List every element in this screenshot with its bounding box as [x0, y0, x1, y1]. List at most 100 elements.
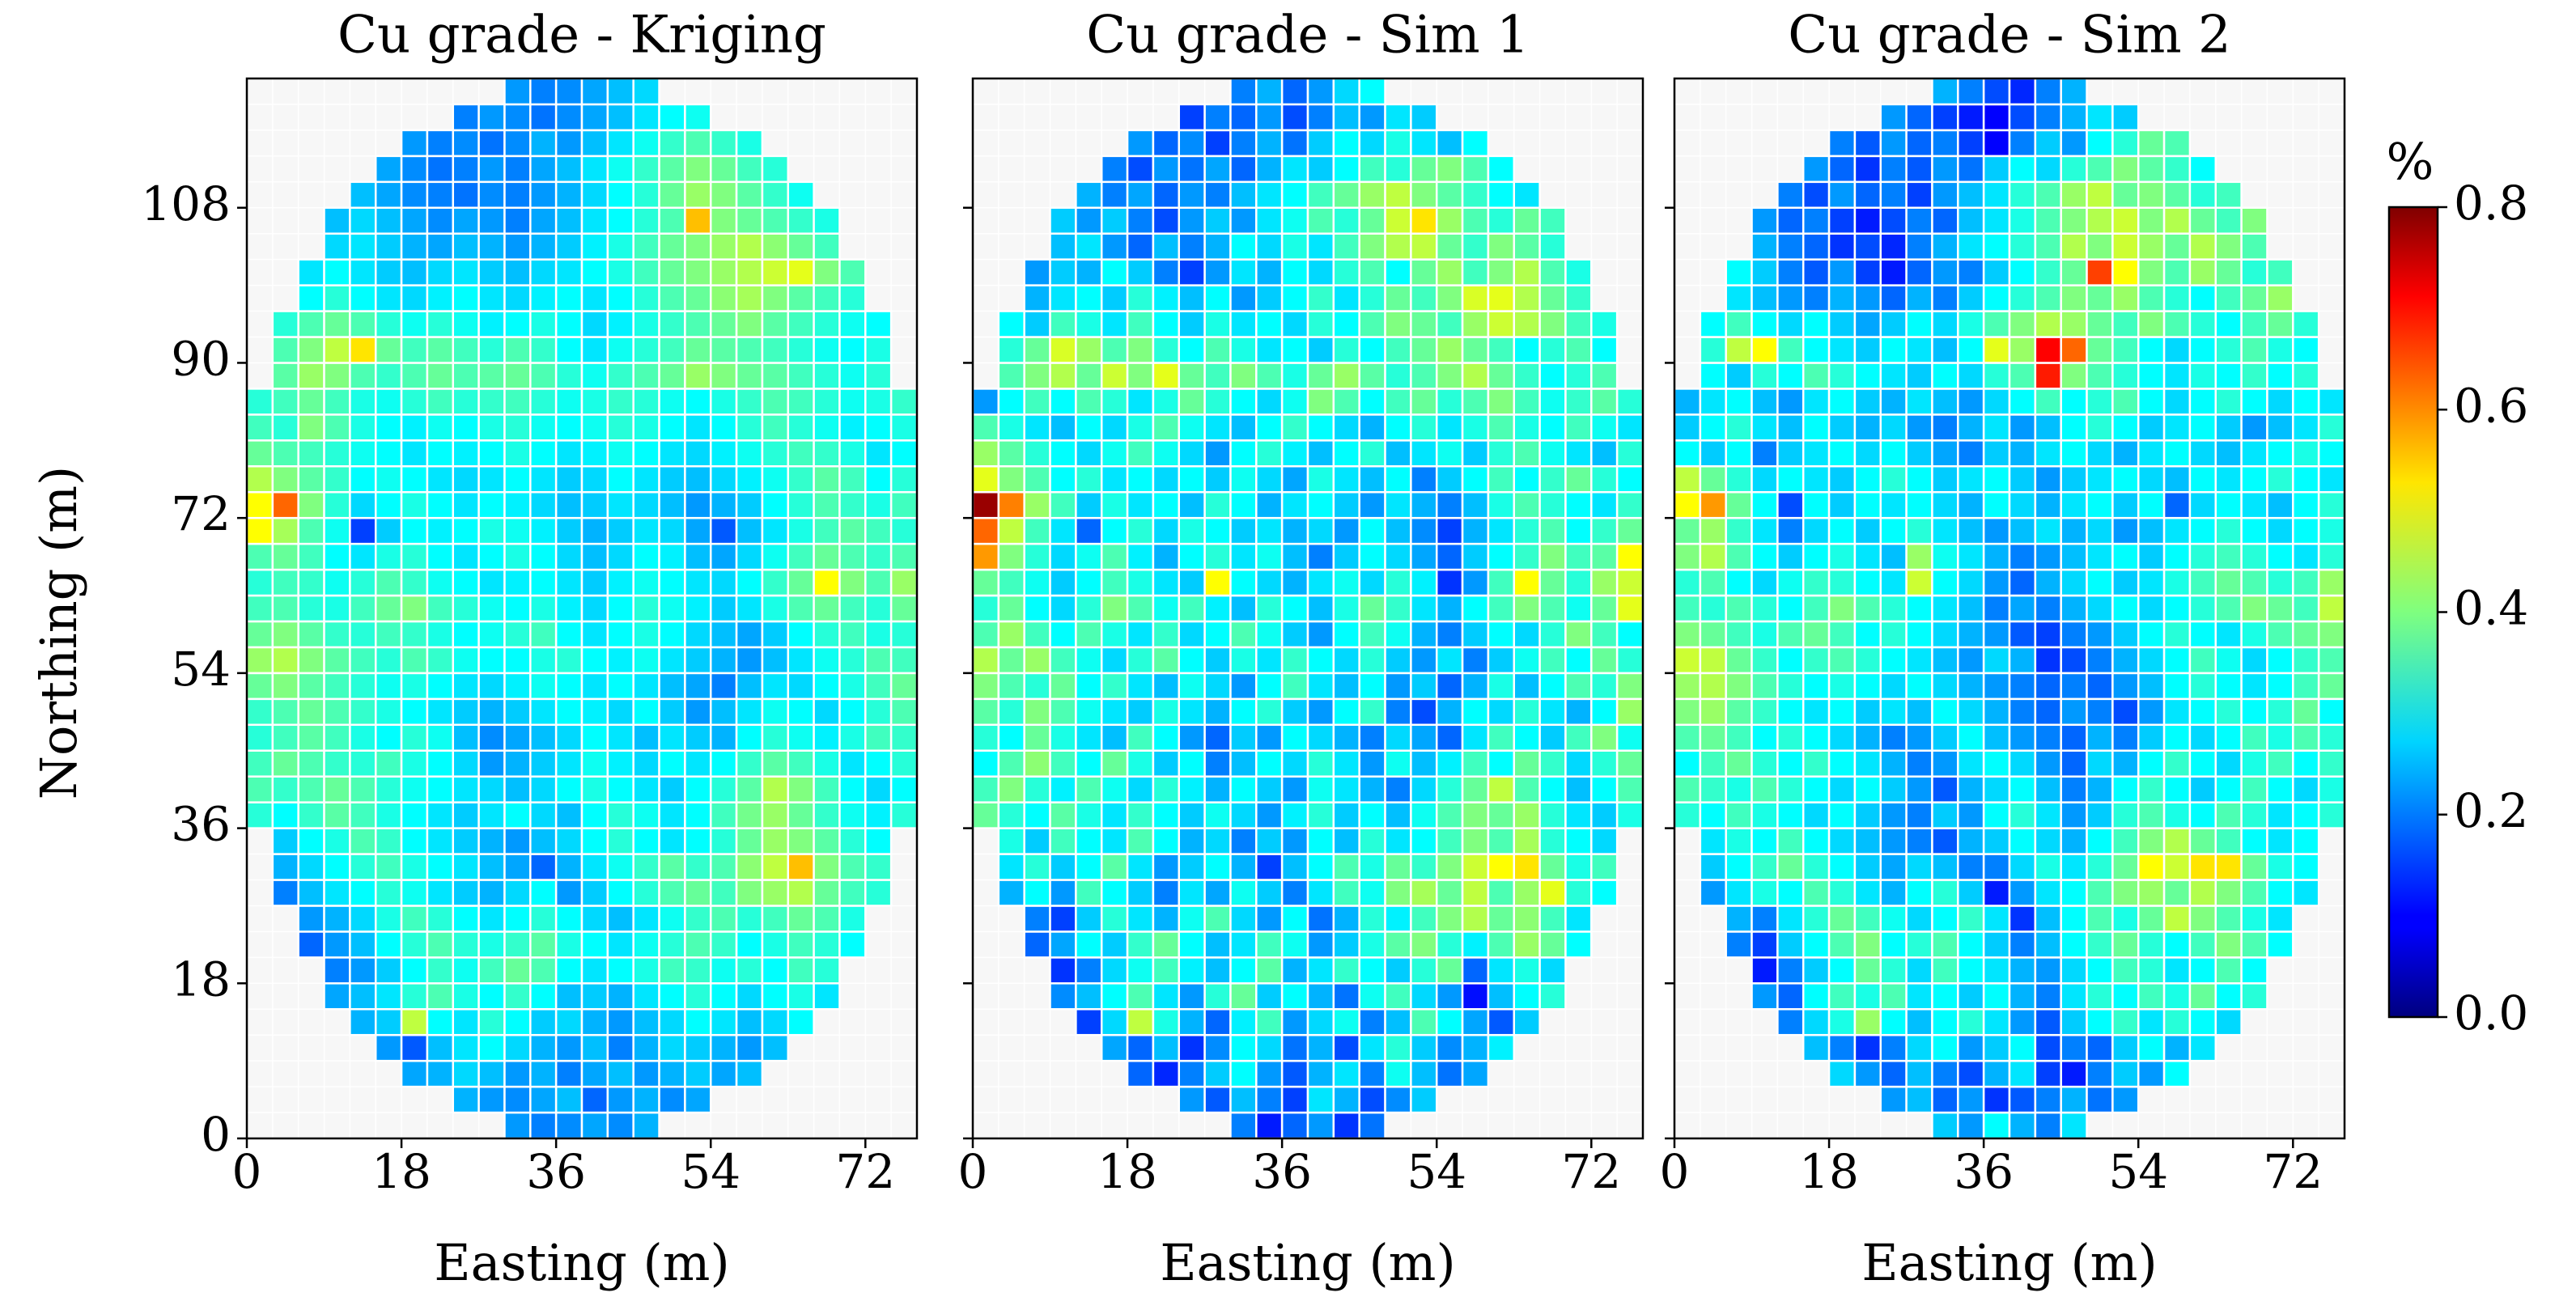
cell	[1332, 620, 1360, 649]
cell	[1982, 439, 2011, 468]
cell	[1152, 465, 1181, 494]
cell	[1075, 516, 1103, 545]
cell	[1075, 697, 1103, 727]
cell	[1905, 568, 1933, 597]
cell	[323, 646, 351, 675]
cell	[1075, 232, 1103, 261]
cell	[1255, 516, 1284, 545]
cell	[554, 1059, 584, 1088]
cell	[1229, 1059, 1258, 1088]
cell	[2162, 568, 2192, 597]
cell	[2060, 258, 2088, 286]
cell	[1126, 568, 1155, 597]
cell	[1075, 620, 1103, 649]
cell	[2034, 646, 2062, 675]
cell	[1332, 1111, 1360, 1140]
cell	[1538, 465, 1567, 494]
cell	[1023, 413, 1051, 442]
cell	[580, 1085, 609, 1114]
cell	[2060, 77, 2088, 106]
cell	[554, 155, 584, 184]
cell	[2240, 956, 2268, 985]
cell	[1203, 982, 1232, 1011]
cell	[2034, 388, 2062, 416]
cell	[1358, 516, 1386, 545]
cell	[2008, 827, 2037, 855]
cell	[2162, 905, 2192, 933]
cell	[1853, 905, 1882, 933]
cell	[2086, 672, 2114, 701]
cell	[1751, 232, 1779, 261]
cell	[554, 620, 584, 649]
cell	[1905, 413, 1933, 442]
cell	[2137, 723, 2166, 752]
cell	[1306, 982, 1335, 1011]
cell	[297, 697, 325, 727]
cell	[1957, 956, 1985, 985]
cell	[529, 103, 558, 132]
cell	[2034, 801, 2062, 829]
cell	[2188, 542, 2217, 571]
cell	[1751, 206, 1779, 235]
cell	[1075, 542, 1103, 571]
cell	[1538, 258, 1567, 286]
cell	[1879, 827, 1908, 855]
cell	[2188, 284, 2217, 312]
cell	[1957, 568, 1985, 597]
cell	[1384, 155, 1412, 184]
cell	[1229, 258, 1258, 286]
cell	[709, 723, 738, 752]
cell	[1699, 646, 1727, 675]
cell	[323, 413, 351, 442]
cell	[761, 594, 790, 623]
cell	[1435, 697, 1464, 727]
cell	[1487, 697, 1516, 727]
cell	[2060, 672, 2088, 701]
cell	[1827, 180, 1857, 210]
cell	[761, 982, 790, 1011]
cell	[477, 827, 506, 855]
cell	[1384, 905, 1412, 933]
cell	[1100, 930, 1129, 959]
cell	[1590, 723, 1619, 752]
cell	[1410, 206, 1438, 235]
cell	[349, 490, 377, 519]
cell	[1280, 853, 1309, 881]
cell	[1905, 490, 1933, 519]
cell	[658, 697, 686, 727]
cell	[1100, 336, 1129, 364]
cell	[349, 775, 377, 803]
cell	[1751, 620, 1779, 649]
cell	[1538, 672, 1567, 701]
cell	[684, 905, 712, 933]
cell	[554, 1085, 584, 1114]
cell	[452, 413, 480, 442]
cell	[1931, 723, 1959, 752]
cell	[1751, 542, 1779, 571]
cell	[1049, 490, 1077, 519]
cell	[813, 490, 841, 519]
cell	[580, 77, 609, 106]
cell	[1229, 516, 1258, 545]
cell	[632, 103, 660, 132]
cell	[1306, 697, 1335, 727]
cell	[2111, 129, 2140, 158]
cell	[2266, 542, 2294, 571]
cell	[477, 542, 506, 571]
cell	[1879, 388, 1908, 416]
cell	[787, 568, 815, 597]
cell	[2240, 749, 2268, 778]
cell	[971, 516, 1000, 545]
cell	[1827, 853, 1857, 881]
cell	[632, 620, 660, 649]
cell	[1982, 155, 2011, 184]
cell	[889, 490, 919, 519]
cell	[1957, 672, 1985, 701]
cell	[1879, 594, 1908, 623]
cell	[1023, 284, 1051, 312]
cell	[580, 1111, 609, 1140]
cell	[1049, 258, 1077, 286]
cell	[684, 1059, 712, 1088]
cell	[787, 180, 815, 210]
cell	[323, 827, 351, 855]
